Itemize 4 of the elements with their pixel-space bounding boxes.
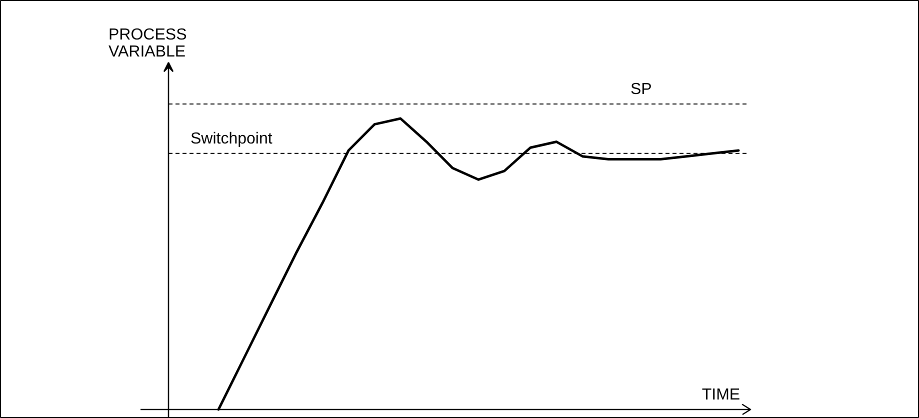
ref-line-label: SP [630,81,652,98]
ref-line-label: Switchpoint [190,130,273,148]
y-axis-title: PROCESS VARIABLE [108,26,187,60]
x-axis-title: TIME [702,386,740,404]
